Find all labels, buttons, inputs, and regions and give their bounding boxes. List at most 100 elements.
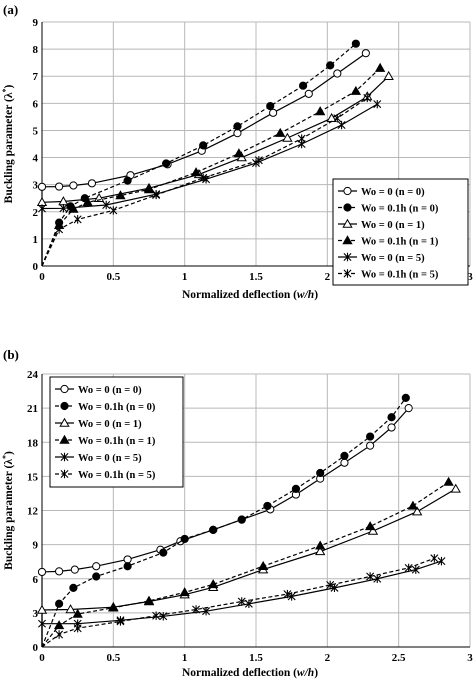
point-2-8 xyxy=(315,546,326,556)
y-tick-label: 24 xyxy=(27,369,39,381)
legend-entry: Wo = 0.1h (n = 5) xyxy=(361,270,439,281)
legend-entry: Wo = 0 (n = 5) xyxy=(361,253,425,264)
point-0-16 xyxy=(404,404,413,413)
point-0-1 xyxy=(37,567,47,577)
point-3-10 xyxy=(407,500,419,510)
point-3-6 xyxy=(208,579,219,589)
x-tick-label: 2.5 xyxy=(392,652,406,664)
point-4-1 xyxy=(38,619,46,628)
legend-entry: Wo = 0.1h (n = 1) xyxy=(361,237,439,248)
point-0-8 xyxy=(233,129,242,138)
y-tick-label: 9 xyxy=(33,540,39,552)
point-3-7 xyxy=(233,148,245,158)
point-3-8 xyxy=(275,127,286,137)
point-1-8 xyxy=(266,101,275,111)
point-1-4 xyxy=(123,562,132,571)
point-1-12 xyxy=(340,451,349,460)
series-3 xyxy=(41,476,454,648)
legend: Wo = 0 (n = 0) Wo = 0.1h (n = 0) Wo = 0 (n… xyxy=(332,178,469,286)
point-3-3 xyxy=(108,602,119,612)
x-tick-label: 1 xyxy=(182,652,188,664)
point-0-11 xyxy=(333,69,342,78)
point-1-6 xyxy=(199,141,208,150)
y-tick-label: 18 xyxy=(27,437,39,449)
y-tick-label: 2 xyxy=(33,207,39,219)
point-3-7 xyxy=(257,560,269,570)
point-3-3 xyxy=(82,196,93,207)
point-1-7 xyxy=(209,525,218,534)
point-1-3 xyxy=(92,572,101,581)
point-3-9 xyxy=(364,521,376,531)
x-axis-label: Normalized deflection (w/h) xyxy=(182,289,318,301)
panel-label: (b) xyxy=(3,347,19,362)
point-legend-4-0 xyxy=(343,252,352,262)
y-tick-label: 6 xyxy=(33,574,39,586)
point-0-5 xyxy=(123,555,132,564)
y-tick-label: 15 xyxy=(27,471,39,483)
point-5-6 xyxy=(254,156,263,165)
y-axis-label: Buckling parameter (λ*) xyxy=(1,84,16,203)
point-3-8 xyxy=(315,540,326,550)
point-5-8 xyxy=(333,114,342,123)
chart-panel-0: (a)00.511.522.530123456789Normalized def… xyxy=(1,2,474,301)
point-legend-3-0 xyxy=(342,235,353,245)
point-4-9 xyxy=(373,574,382,583)
point-2-3 xyxy=(93,192,105,202)
series-line xyxy=(41,560,442,647)
point-5-2 xyxy=(73,215,82,224)
point-4-9 xyxy=(373,99,382,109)
y-tick-label: 7 xyxy=(33,71,39,83)
point-0-4 xyxy=(92,562,101,571)
y-tick-label: 5 xyxy=(33,125,39,137)
legend-entry: Wo = 0.1h (n = 0) xyxy=(361,204,439,215)
point-1-9 xyxy=(298,81,308,90)
point-2-11 xyxy=(450,483,461,493)
point-0-3 xyxy=(70,565,79,574)
point-4-10 xyxy=(411,565,420,574)
point-0-4 xyxy=(87,179,97,188)
x-tick-label: 0 xyxy=(39,652,45,664)
point-legend-0-0 xyxy=(343,186,352,196)
series-line xyxy=(41,103,378,266)
point-legend-2-0 xyxy=(342,218,353,228)
point-2-9 xyxy=(367,525,379,535)
point-5-10 xyxy=(404,563,413,573)
point-5-1 xyxy=(55,630,64,639)
x-tick-label: 1.5 xyxy=(249,271,263,283)
point-5-7 xyxy=(297,134,306,143)
point-legend-4-0 xyxy=(60,452,69,462)
legend-entry: Wo = 0.1h (n = 0) xyxy=(78,402,156,413)
point-5-9 xyxy=(363,93,372,103)
point-3-11 xyxy=(443,476,454,486)
point-4-6 xyxy=(244,599,253,608)
point-2-2 xyxy=(65,604,76,614)
x-tick-label: 2 xyxy=(325,271,331,283)
x-tick-label: 3 xyxy=(467,271,473,283)
legend-box xyxy=(332,178,469,286)
series-line xyxy=(41,67,381,267)
point-4-1 xyxy=(38,204,46,213)
point-0-10 xyxy=(304,89,313,98)
point-3-4 xyxy=(115,190,126,200)
point-3-4 xyxy=(143,595,155,605)
point-5-8 xyxy=(326,580,335,590)
series-line xyxy=(41,43,357,267)
y-tick-label: 8 xyxy=(33,44,39,56)
y-axis-label: Buckling parameter (λ*) xyxy=(1,451,16,570)
point-0-2 xyxy=(55,182,64,191)
point-4-11 xyxy=(437,556,446,566)
x-tick-label: 2 xyxy=(325,652,331,664)
point-5-6 xyxy=(237,597,246,606)
point-1-10 xyxy=(291,484,301,493)
point-3-9 xyxy=(315,106,326,116)
y-tick-label: 4 xyxy=(33,153,39,165)
point-5-11 xyxy=(430,554,439,563)
series-5 xyxy=(41,93,372,267)
x-tick-label: 0.5 xyxy=(106,271,120,283)
series-1 xyxy=(41,39,360,267)
series-line xyxy=(41,52,367,266)
x-tick-label: 1 xyxy=(182,271,188,283)
point-0-13 xyxy=(340,458,349,467)
x-tick-label: 3 xyxy=(467,652,473,664)
